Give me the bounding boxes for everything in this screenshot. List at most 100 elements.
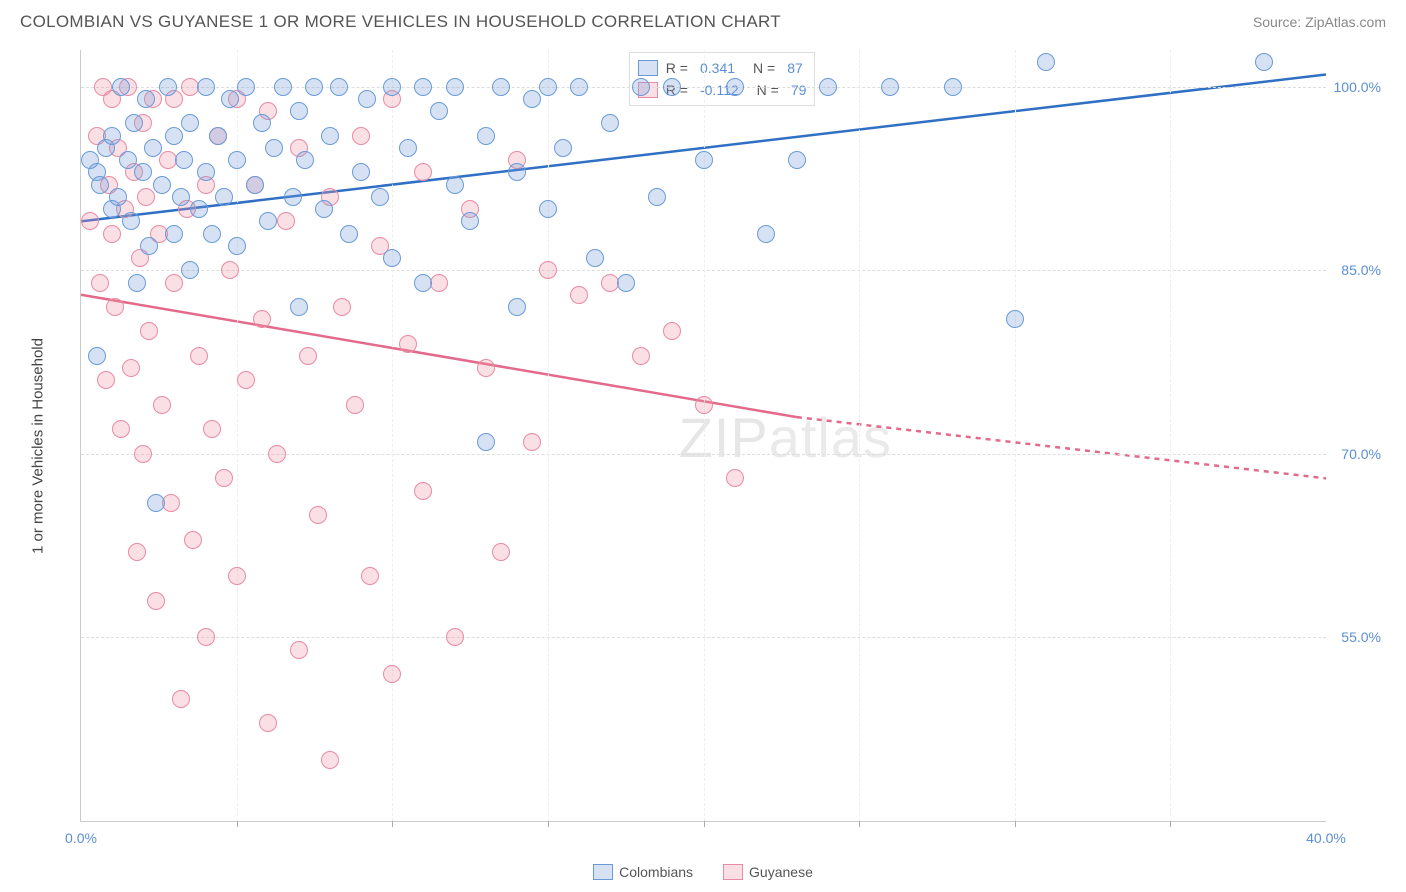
data-point bbox=[228, 151, 246, 169]
data-point bbox=[383, 665, 401, 683]
data-point bbox=[539, 200, 557, 218]
data-point bbox=[477, 359, 495, 377]
data-point bbox=[346, 396, 364, 414]
data-point bbox=[477, 433, 495, 451]
gridline-v bbox=[1015, 50, 1016, 821]
ytick-label: 100.0% bbox=[1334, 79, 1381, 95]
data-point bbox=[265, 139, 283, 157]
data-point bbox=[197, 628, 215, 646]
data-point bbox=[881, 78, 899, 96]
data-point bbox=[321, 751, 339, 769]
data-point bbox=[446, 78, 464, 96]
data-point bbox=[203, 225, 221, 243]
data-point bbox=[430, 274, 448, 292]
data-point bbox=[215, 469, 233, 487]
data-point bbox=[414, 274, 432, 292]
data-point bbox=[523, 90, 541, 108]
data-point bbox=[119, 151, 137, 169]
data-point bbox=[81, 212, 99, 230]
data-point bbox=[508, 298, 526, 316]
data-point bbox=[190, 347, 208, 365]
xtick-mark bbox=[1170, 821, 1171, 827]
data-point bbox=[147, 494, 165, 512]
data-point bbox=[1037, 53, 1055, 71]
gridline-v bbox=[548, 50, 549, 821]
data-point bbox=[165, 274, 183, 292]
y-axis-label: 1 or more Vehicles in Household bbox=[30, 338, 47, 554]
data-point bbox=[315, 200, 333, 218]
data-point bbox=[153, 396, 171, 414]
data-point bbox=[274, 78, 292, 96]
data-point bbox=[153, 176, 171, 194]
xtick-mark bbox=[392, 821, 393, 827]
data-point bbox=[726, 78, 744, 96]
data-point bbox=[237, 78, 255, 96]
legend-item-guyanese: Guyanese bbox=[723, 864, 813, 880]
data-point bbox=[539, 261, 557, 279]
data-point bbox=[246, 176, 264, 194]
gridline-v bbox=[1170, 50, 1171, 821]
legend-label-guyanese: Guyanese bbox=[749, 864, 813, 880]
data-point bbox=[128, 274, 146, 292]
data-point bbox=[290, 641, 308, 659]
data-point bbox=[352, 127, 370, 145]
chart-container: 1 or more Vehicles in Household ZIPatlas… bbox=[20, 40, 1386, 852]
data-point bbox=[221, 90, 239, 108]
data-point bbox=[97, 371, 115, 389]
data-point bbox=[122, 359, 140, 377]
data-point bbox=[268, 445, 286, 463]
data-point bbox=[492, 543, 510, 561]
data-point bbox=[162, 494, 180, 512]
legend-label-colombians: Colombians bbox=[619, 864, 693, 880]
data-point bbox=[91, 176, 109, 194]
chart-title: COLOMBIAN VS GUYANESE 1 OR MORE VEHICLES… bbox=[20, 12, 781, 32]
data-point bbox=[695, 151, 713, 169]
data-point bbox=[296, 151, 314, 169]
data-point bbox=[165, 127, 183, 145]
data-point bbox=[209, 127, 227, 145]
data-point bbox=[197, 78, 215, 96]
data-point bbox=[221, 261, 239, 279]
data-point bbox=[632, 347, 650, 365]
data-point bbox=[309, 506, 327, 524]
data-point bbox=[632, 78, 650, 96]
data-point bbox=[290, 102, 308, 120]
data-point bbox=[570, 78, 588, 96]
data-point bbox=[140, 322, 158, 340]
data-point bbox=[523, 433, 541, 451]
data-point bbox=[106, 298, 124, 316]
data-point bbox=[140, 237, 158, 255]
data-point bbox=[128, 543, 146, 561]
data-point bbox=[1006, 310, 1024, 328]
data-point bbox=[695, 396, 713, 414]
data-point bbox=[165, 225, 183, 243]
data-point bbox=[663, 322, 681, 340]
data-point bbox=[259, 212, 277, 230]
xtick-mark bbox=[859, 821, 860, 827]
data-point bbox=[172, 188, 190, 206]
data-point bbox=[648, 188, 666, 206]
data-point bbox=[414, 78, 432, 96]
data-point bbox=[430, 102, 448, 120]
xtick-mark bbox=[548, 821, 549, 827]
data-point bbox=[757, 225, 775, 243]
ytick-label: 85.0% bbox=[1341, 262, 1381, 278]
data-point bbox=[159, 78, 177, 96]
gridline-v bbox=[859, 50, 860, 821]
data-point bbox=[144, 139, 162, 157]
data-point bbox=[539, 78, 557, 96]
data-point bbox=[570, 286, 588, 304]
data-point bbox=[103, 127, 121, 145]
data-point bbox=[461, 212, 479, 230]
data-point bbox=[399, 139, 417, 157]
data-point bbox=[122, 212, 140, 230]
data-point bbox=[91, 274, 109, 292]
data-point bbox=[277, 212, 295, 230]
data-point bbox=[414, 482, 432, 500]
data-point bbox=[617, 274, 635, 292]
data-point bbox=[253, 310, 271, 328]
data-point bbox=[290, 298, 308, 316]
ytick-label: 70.0% bbox=[1341, 446, 1381, 462]
legend-bottom: Colombians Guyanese bbox=[80, 864, 1326, 880]
data-point bbox=[134, 445, 152, 463]
